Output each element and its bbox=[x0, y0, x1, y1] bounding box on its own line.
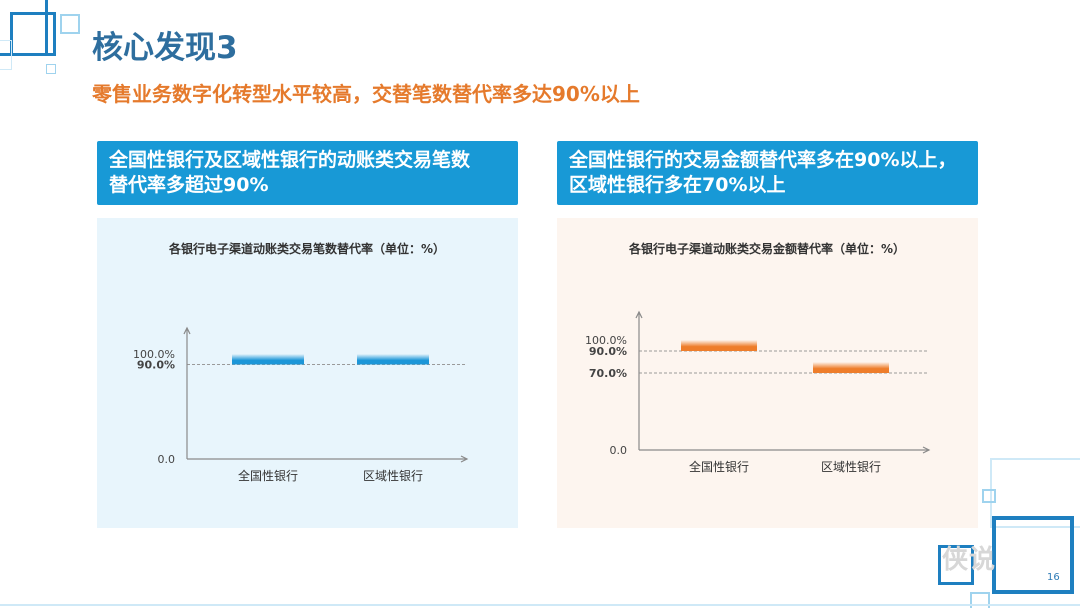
category-label: 全国性银行 bbox=[689, 459, 749, 474]
page-number: 16 bbox=[1047, 572, 1060, 583]
deco-square bbox=[10, 12, 56, 56]
deco-square bbox=[0, 40, 12, 70]
panel-header-line: 替代率多超过90% bbox=[109, 174, 269, 196]
y-tick-label: 100.0% bbox=[133, 348, 175, 361]
deco-square bbox=[982, 489, 996, 503]
panel-header-right: 全国性银行的交易金额替代率多在90%以上， 区域性银行多在70%以上 bbox=[557, 141, 978, 205]
chart-background bbox=[97, 218, 518, 528]
category-label: 区域性银行 bbox=[821, 460, 881, 474]
x-axis-arrow bbox=[460, 455, 469, 463]
deco-square bbox=[970, 592, 990, 608]
bar bbox=[357, 354, 429, 365]
panel-header-left: 全国性银行及区域性银行的动账类交易笔数 替代率多超过90% bbox=[97, 141, 518, 205]
chart-count-substitution: 各银行电子渠道动账类交易笔数替代率（单位：%） 0.0 90.0%100.0% 全国性… bbox=[97, 218, 518, 528]
y-tick-label: 0.0 bbox=[158, 453, 176, 466]
bar bbox=[813, 362, 889, 373]
category-label: 全国性银行 bbox=[238, 468, 298, 483]
chart-title: 各银行电子渠道动账类交易笔数替代率（单位：%） bbox=[168, 241, 445, 256]
bar bbox=[232, 354, 304, 365]
chart-title: 各银行电子渠道动账类交易金额替代率（单位：%） bbox=[628, 241, 905, 256]
deco-square bbox=[990, 458, 1080, 528]
panel-header-line: 全国性银行及区域性银行的动账类交易笔数 bbox=[109, 149, 471, 171]
bar bbox=[681, 340, 757, 351]
panel-header-line: 全国性银行的交易金额替代率多在90%以上， bbox=[569, 149, 957, 171]
y-tick-label: 70.0% bbox=[589, 367, 627, 380]
deco-square bbox=[938, 545, 974, 585]
watermark: 侠说 bbox=[942, 545, 997, 575]
y-tick-label: 0.0 bbox=[610, 444, 628, 457]
page-title: 核心发现3 bbox=[92, 30, 238, 66]
panel-header-line: 区域性银行多在70%以上 bbox=[569, 174, 786, 196]
category-label: 区域性银行 bbox=[363, 469, 423, 483]
page-subtitle: 零售业务数字化转型水平较高，交替笔数替代率多达90%以上 bbox=[92, 82, 640, 106]
chart-amount-substitution: 各银行电子渠道动账类交易金额替代率（单位：%） 0.0 70.0% 90.0%100.… bbox=[557, 218, 978, 528]
y-tick-label: 90.0% bbox=[137, 359, 175, 372]
chart-background bbox=[557, 218, 978, 528]
deco-square bbox=[46, 64, 56, 74]
chart-panel-left: 各银行电子渠道动账类交易笔数替代率（单位：%） 0.0 90.0% 100.0% 全国性… bbox=[97, 218, 518, 528]
deco-square bbox=[992, 516, 1074, 594]
x-axis-arrow bbox=[922, 446, 931, 454]
y-axis-arrow bbox=[183, 326, 191, 335]
bottom-divider bbox=[0, 604, 1080, 606]
deco-square bbox=[60, 14, 80, 34]
y-tick-label: 90.0% bbox=[589, 345, 627, 358]
y-axis-arrow bbox=[635, 310, 643, 319]
y-tick-label: 100.0% bbox=[585, 334, 627, 347]
chart-panel-right: 各银行电子渠道动账类交易金额替代率（单位：%） 0.0 70.0% 90.0% 100.… bbox=[557, 218, 978, 528]
